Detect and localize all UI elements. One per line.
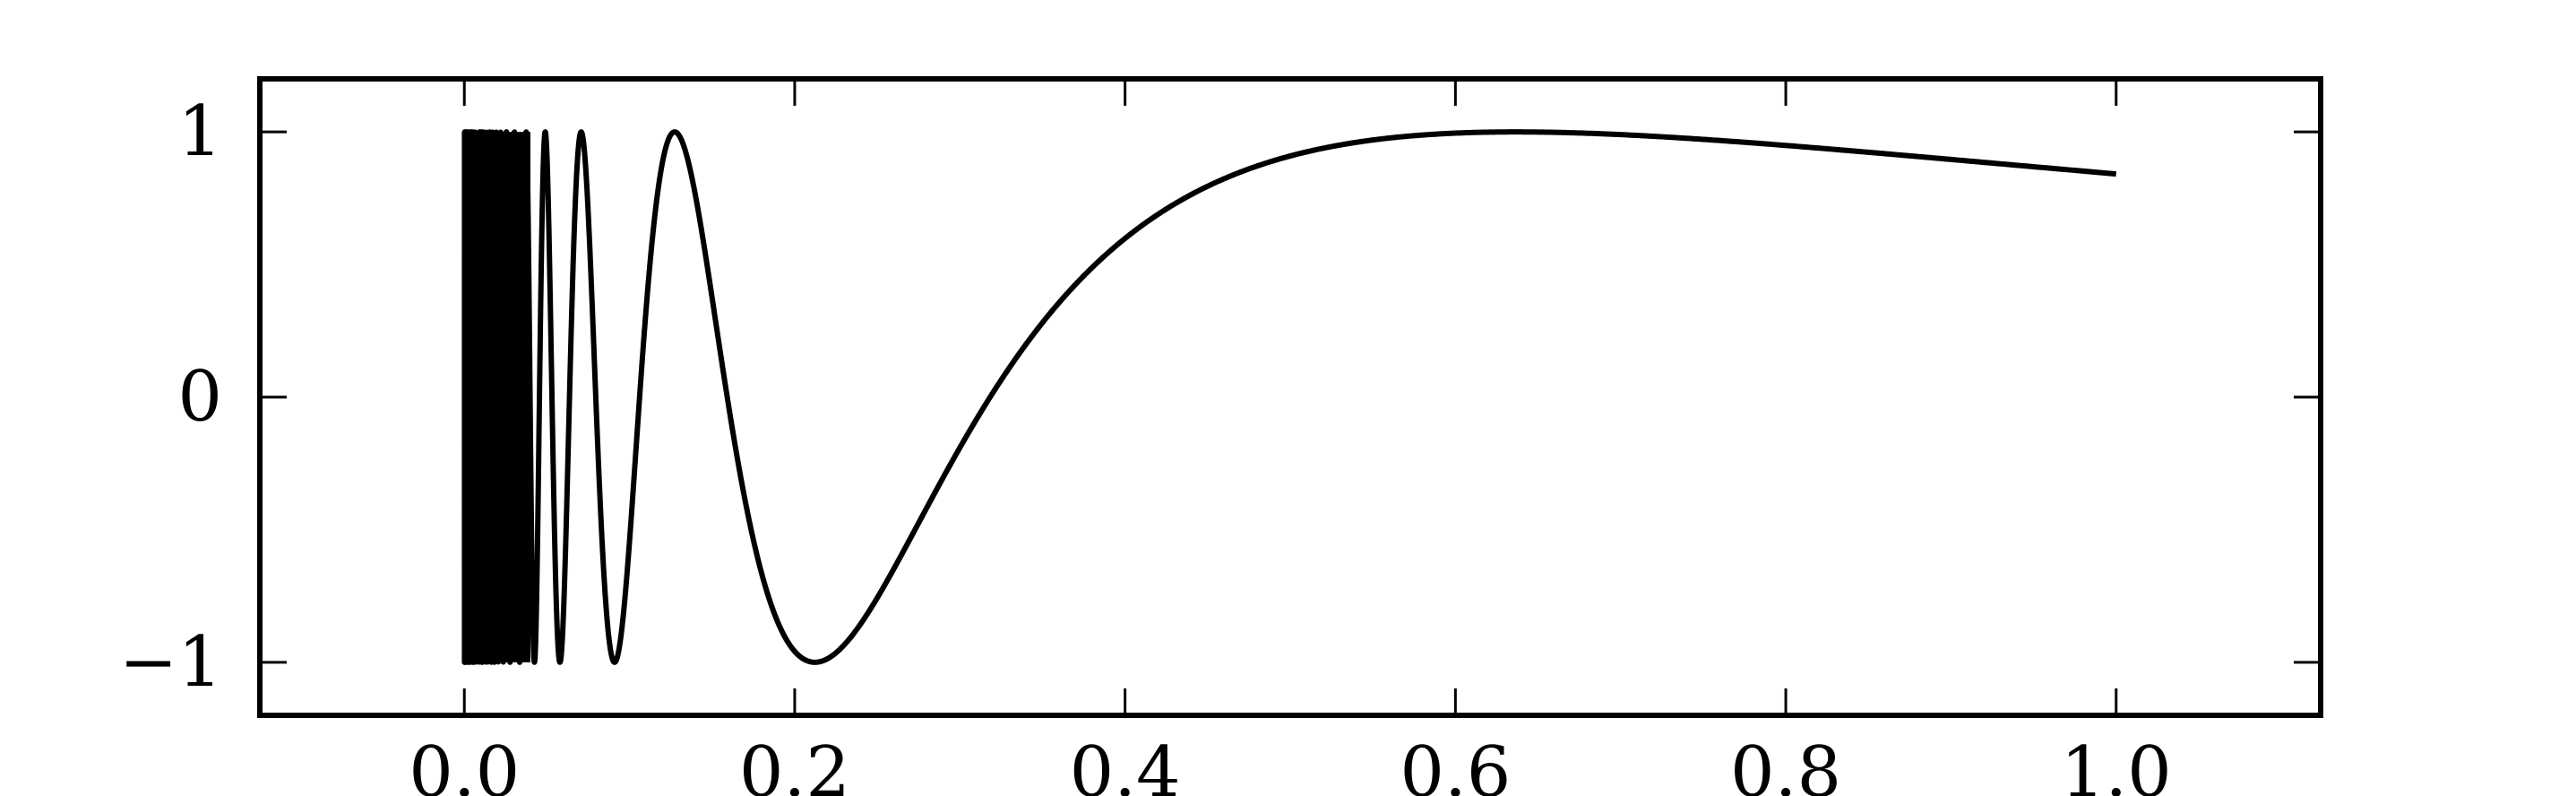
axis-ticks (260, 79, 2321, 715)
series-line (461, 129, 2117, 665)
axes-frame (257, 76, 2323, 718)
x-tick-label-0: 0.0 (409, 732, 520, 796)
x-tick-label-2: 0.4 (1070, 732, 1181, 796)
x-tick-label-1: 0.2 (739, 732, 850, 796)
y-tick-label-1: 0 (177, 357, 222, 437)
y-tick-label-0: −1 (119, 622, 222, 703)
series-dense-region (464, 132, 530, 662)
y-tick-label-2: 1 (177, 91, 222, 172)
x-tick-label-3: 0.6 (1400, 732, 1511, 796)
tick-labels: 0.0 0.2 0.4 0.6 0.8 1.0 −1 0 1 (119, 91, 2172, 796)
plot-area (461, 129, 2117, 665)
x-tick-label-5: 1.0 (2061, 732, 2172, 796)
x-tick-label-4: 0.8 (1730, 732, 1841, 796)
